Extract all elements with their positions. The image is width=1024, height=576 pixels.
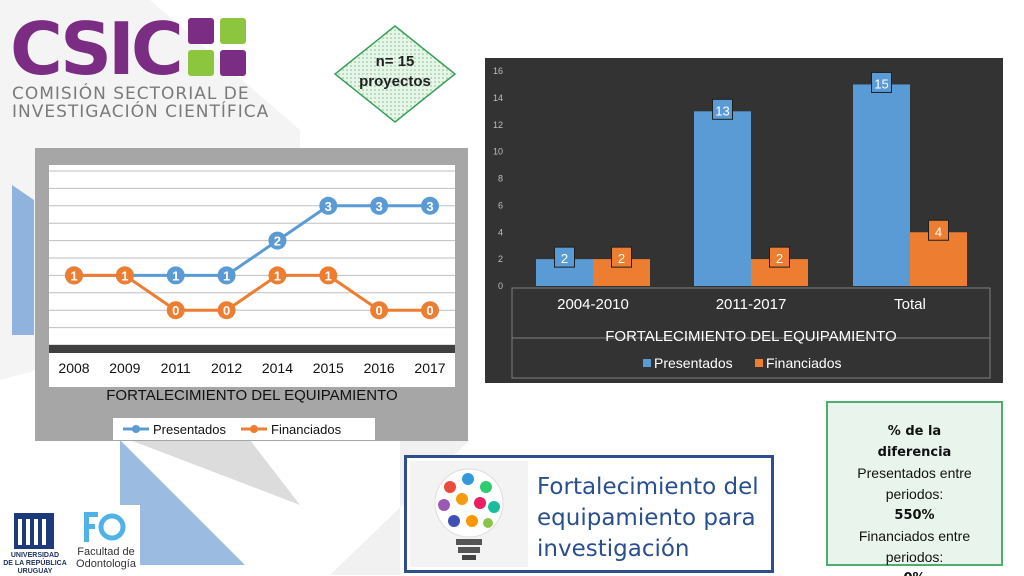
category-label: 2011-2017 — [716, 296, 787, 313]
legend-marker — [132, 425, 140, 433]
data-point — [268, 231, 287, 250]
data-label-box — [554, 246, 575, 268]
data-label: 0 — [172, 303, 179, 318]
data-label: 2 — [561, 251, 568, 266]
data-label: 4 — [935, 224, 942, 239]
y-tick-label: 0 — [498, 281, 503, 291]
difference-heading-1: % de la — [887, 424, 942, 439]
fo-logo — [84, 512, 126, 542]
legend-swatch — [755, 359, 763, 367]
data-label: 13 — [715, 103, 729, 118]
data-label-box — [611, 246, 632, 268]
data-point — [166, 301, 185, 320]
legend-swatch — [643, 359, 651, 367]
legend-label: Presentados — [654, 355, 733, 371]
difference-heading-2: diferencia — [877, 445, 952, 460]
y-tick-label: 6 — [498, 200, 503, 210]
x-tick-label: 2012 — [211, 360, 242, 376]
line-chart-panel: 2008 2009 2011 2012 2014 2015 2016 2017 FORTALEC… — [35, 148, 468, 441]
data-label-box — [928, 219, 949, 241]
bar — [694, 111, 751, 286]
presentados-diff-value: 550% — [894, 508, 935, 523]
data-label-box — [712, 98, 733, 120]
projects-count-note: n= 15 proyectos — [359, 53, 431, 90]
data-point — [319, 196, 338, 215]
data-label: 2 — [776, 251, 783, 266]
data-label: 3 — [325, 199, 332, 214]
x-tick-label: 2015 — [313, 360, 344, 376]
x-tick-label: 2011 — [161, 360, 191, 376]
csic-logo: CSIC — [10, 8, 246, 91]
data-point — [421, 196, 439, 215]
data-label: 2 — [274, 234, 281, 249]
data-label: 3 — [376, 199, 383, 214]
data-label: 1 — [121, 268, 128, 283]
data-point — [370, 301, 389, 320]
data-label: 0 — [376, 303, 383, 318]
data-point — [217, 266, 236, 285]
financiados-diff-value: 0% — [838, 568, 991, 576]
legend-label: Presentados — [153, 422, 226, 437]
x-tick-label: 2016 — [364, 360, 395, 376]
bar — [910, 232, 967, 286]
series-line-1 — [74, 273, 430, 312]
y-tick-label: 16 — [493, 66, 503, 76]
category-label: Total — [894, 296, 926, 313]
y-tick-label: 4 — [498, 227, 503, 237]
udelar-logo — [0, 505, 70, 576]
data-point — [166, 266, 185, 285]
y-tick-label: 10 — [493, 147, 503, 157]
data-label-box — [871, 71, 892, 93]
data-label: 1 — [70, 268, 77, 283]
data-point — [268, 266, 287, 285]
data-label-box — [769, 246, 790, 268]
data-label: 3 — [426, 199, 433, 214]
udelar-text: UNIVERSIDAD DE LA REPÚBLICA URUGUAY — [3, 552, 67, 575]
data-label: 1 — [223, 268, 230, 283]
bar-chart-panel: 0 2 4 6 8 10 12 14 16 2 2 2004-2010 13 2 2011-2017 15 4 T… — [485, 58, 1003, 383]
data-label: 2 — [618, 251, 625, 266]
lightbulb-icon — [410, 461, 528, 567]
data-point — [217, 301, 236, 320]
line-chart: 2008 2009 2011 2012 2014 2015 2016 2017FORTALEC… — [49, 165, 455, 440]
data-point — [319, 266, 338, 285]
projects-diamond — [333, 25, 457, 123]
csic-subtitle: COMISIÓN SECTORIAL DE INVESTIGACIÓN CIEN… — [12, 84, 270, 122]
bar-chart-title: FORTALECIMIENTO DEL EQUIPAMIENTO — [605, 328, 896, 345]
data-label: 1 — [172, 268, 179, 283]
data-point — [370, 196, 389, 215]
y-tick-label: 2 — [498, 254, 503, 264]
data-point — [115, 266, 134, 285]
legend-label: Financiados — [766, 355, 842, 371]
axis-title-box — [511, 337, 991, 379]
data-label: 0 — [223, 303, 230, 318]
title-box: Fortalecimiento del equipamiento para in… — [404, 455, 774, 573]
bar-chart: 0 2 4 6 8 10 12 14 16 2 2 2004-2010 13 2 2011-2017 15 4 T… — [493, 66, 991, 379]
x-tick-label: 2009 — [109, 360, 140, 376]
financiados-diff-label: Financiados entre periodos: — [858, 528, 971, 565]
line-chart-title: FORTALECIMIENTO DEL EQUIPAMIENTO — [106, 387, 397, 404]
legend-label: Financiados — [271, 422, 342, 437]
y-tick-label: 8 — [498, 174, 503, 184]
y-tick-label: 12 — [493, 120, 503, 130]
presentados-diff-label: Presentados entre periodos: — [857, 465, 972, 502]
data-point — [65, 266, 83, 285]
data-label: 1 — [274, 268, 281, 283]
title-text: Fortalecimiento del equipamiento para in… — [537, 474, 759, 562]
x-tick-label: 2008 — [58, 360, 89, 376]
difference-note: % de la diferencia Presentados entre per… — [826, 401, 1003, 576]
fo-text: Facultad de Odontología — [76, 546, 136, 570]
csic-logo-text: CSIC — [10, 8, 180, 91]
data-label: 1 — [325, 268, 332, 283]
bar — [853, 84, 910, 286]
y-tick-label: 14 — [493, 93, 503, 103]
data-point — [421, 301, 439, 320]
axis-band — [49, 345, 455, 353]
data-label: 0 — [426, 303, 433, 318]
legend-marker — [250, 425, 258, 433]
category-label: 2004-2010 — [557, 296, 629, 313]
x-tick-label: 2014 — [262, 360, 293, 376]
data-label: 15 — [874, 76, 888, 91]
x-tick-label: 2017 — [414, 360, 445, 376]
